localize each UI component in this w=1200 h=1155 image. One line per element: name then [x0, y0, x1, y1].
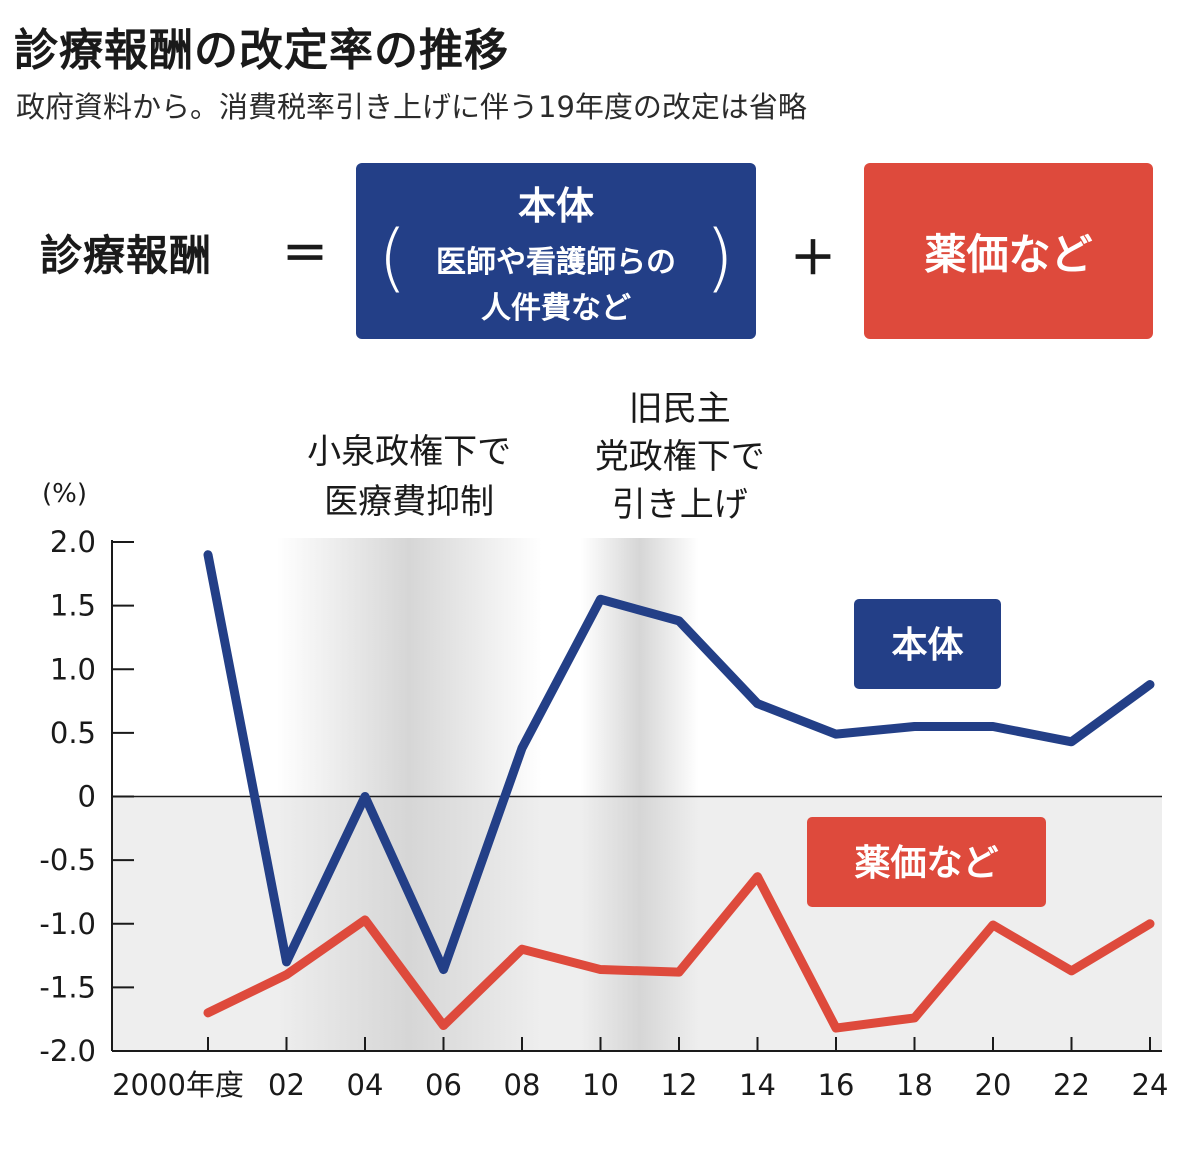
x-tick-label: 22 [1053, 1068, 1090, 1102]
page-subtitle: 政府資料から。消費税率引き上げに伴う19年度の改定は省略 [16, 90, 807, 124]
main-box-paren-close: ) [705, 215, 734, 301]
y-tick-label: 0 [78, 780, 96, 814]
x-tick-label: 02 [268, 1068, 305, 1102]
y-tick-label: 2.0 [50, 525, 96, 559]
page-title: 診療報酬の改定率の推移 [14, 25, 509, 76]
period-shade-1 [276, 538, 542, 1051]
annotation-2-line-2: 党政権下で [595, 437, 765, 477]
formula-equals: ＝ [282, 227, 328, 281]
annotation-1-line-1: 小泉政権下で [307, 432, 511, 472]
x-tick-label: 12 [661, 1068, 698, 1102]
x-tick-label: 04 [347, 1068, 384, 1102]
y-tick-label: -1.5 [39, 970, 96, 1004]
y-tick-label: -1.0 [39, 907, 96, 941]
x-tick-label: 06 [425, 1068, 462, 1102]
main-box-head: 本体 [517, 184, 594, 228]
y-tick-label: 1.0 [50, 652, 96, 686]
formula-drug-box: 薬価など [864, 163, 1153, 339]
main-box-line2: 人件費など [481, 291, 631, 326]
y-tick-label: -0.5 [39, 843, 96, 877]
y-tick-label: 0.5 [50, 716, 96, 750]
series-label-2: 薬価など [854, 843, 998, 884]
y-axis-unit: (%) [42, 479, 87, 509]
main-box-paren-open: ( [378, 215, 407, 301]
x-tick-label: 08 [504, 1068, 541, 1102]
series-label-1: 本体 [891, 625, 963, 666]
main-box-line1: 医師や看護師らの [436, 245, 676, 280]
y-tick-label: 1.5 [50, 589, 96, 623]
x-tick-label: 16 [818, 1068, 855, 1102]
x-tick-label: 20 [975, 1068, 1012, 1102]
y-tick-label: -2.0 [39, 1034, 96, 1068]
x-tick-label: 10 [582, 1068, 619, 1102]
annotation-2-line-3: 引き上げ [612, 485, 748, 525]
series-label-box-1 [854, 599, 1001, 689]
x-tick-label: 2000年度 [112, 1068, 244, 1102]
formula-lhs: 診療報酬 [40, 231, 213, 280]
annotation-2-line-1: 旧民主 [629, 389, 731, 429]
x-tick-label: 18 [896, 1068, 933, 1102]
formula-main-box: 本体 ( 医師や看護師らの 人件費など ) [356, 163, 756, 339]
x-tick-label: 14 [739, 1068, 776, 1102]
formula-plus: ＋ [790, 231, 836, 285]
annotation-1-line-2: 医療費抑制 [324, 482, 494, 522]
series-line-2 [203, 872, 1155, 1033]
x-tick-label: 24 [1132, 1068, 1169, 1102]
series-line-1 [203, 550, 1155, 975]
series-label-box-2 [807, 817, 1046, 907]
